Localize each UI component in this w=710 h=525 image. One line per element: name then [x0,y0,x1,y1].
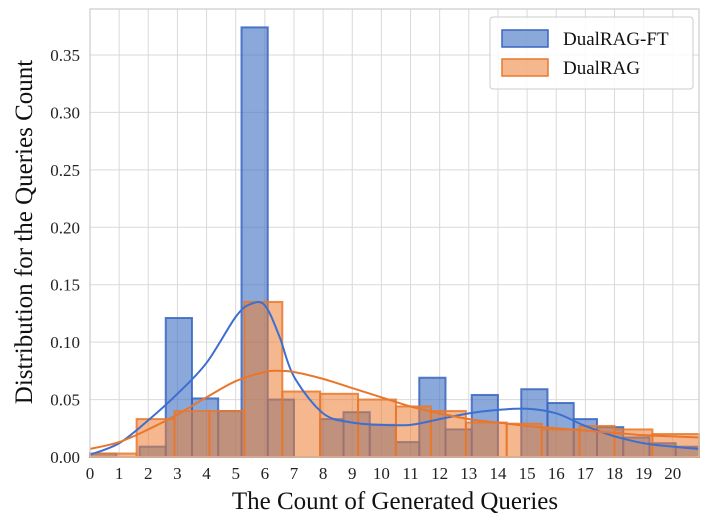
y-tick-labels: 0.00 0.05 0.10 0.15 0.20 0.25 0.30 0.35 [50,46,80,467]
y-tick-label: 0.00 [50,448,80,467]
histogram-bar [281,390,322,458]
kde-curves [89,301,700,456]
histogram-bar [243,300,284,458]
x-tick-label: 13 [460,464,477,483]
x-tick-label: 6 [261,464,270,483]
histogram-bar [357,398,397,459]
x-axis-title: The Count of Generated Queries [232,488,558,515]
y-tick-label: 0.20 [50,218,80,237]
legend-label-dualrag: DualRAG [563,58,640,79]
y-tick-label: 0.10 [50,333,80,352]
x-tick-label: 2 [144,464,153,483]
x-tick-label: 15 [519,464,536,483]
x-tick-label: 8 [319,464,328,483]
x-tick-label: 7 [290,464,299,483]
histogram-bar [394,405,432,459]
legend-label-dualrag-ft: DualRAG-FT [563,29,669,50]
x-tick-label: 16 [548,464,565,483]
x-tick-label: 9 [348,464,357,483]
histogram-bar [319,392,360,459]
x-tick-label: 12 [431,464,448,483]
y-tick-label: 0.35 [50,46,80,65]
x-tick-label: 3 [173,464,182,483]
x-tick-label: 10 [373,464,390,483]
histogram-bar [173,410,211,458]
histogram-bar [540,428,581,458]
histogram-bar [208,410,246,458]
legend-swatch-dualrag-ft [501,29,549,48]
x-tick-label: 11 [402,464,418,483]
x-tick-label: 14 [489,464,507,483]
x-tick-labels: 0 1 2 3 4 5 6 7 8 9 10 11 12 13 14 15 16 17 18 19 20 [86,464,682,483]
x-tick-label: 5 [231,464,240,483]
y-tick-label: 0.15 [50,276,80,295]
x-tick-label: 18 [606,464,623,483]
kde-line-dualrag-ft [89,301,700,456]
y-tick-label: 0.05 [50,391,80,410]
x-tick-label: 17 [577,464,595,483]
y-axis-title: Distribution for the Queries Count [11,60,38,404]
x-tick-label: 4 [202,464,211,483]
kde-line-dualrag [89,369,700,450]
y-tick-label: 0.30 [50,103,80,122]
x-tick-label: 19 [635,464,652,483]
x-tick-label: 0 [86,464,95,483]
histogram-bar [464,421,508,458]
legend: DualRAG-FT DualRAG [489,16,694,90]
plot-border [89,8,700,458]
histogram-bar [505,422,543,458]
legend-swatch-dualrag [501,58,549,77]
y-tick-label: 0.25 [50,161,80,180]
x-tick-label: 20 [664,464,681,483]
x-tick-label: 1 [115,464,124,483]
